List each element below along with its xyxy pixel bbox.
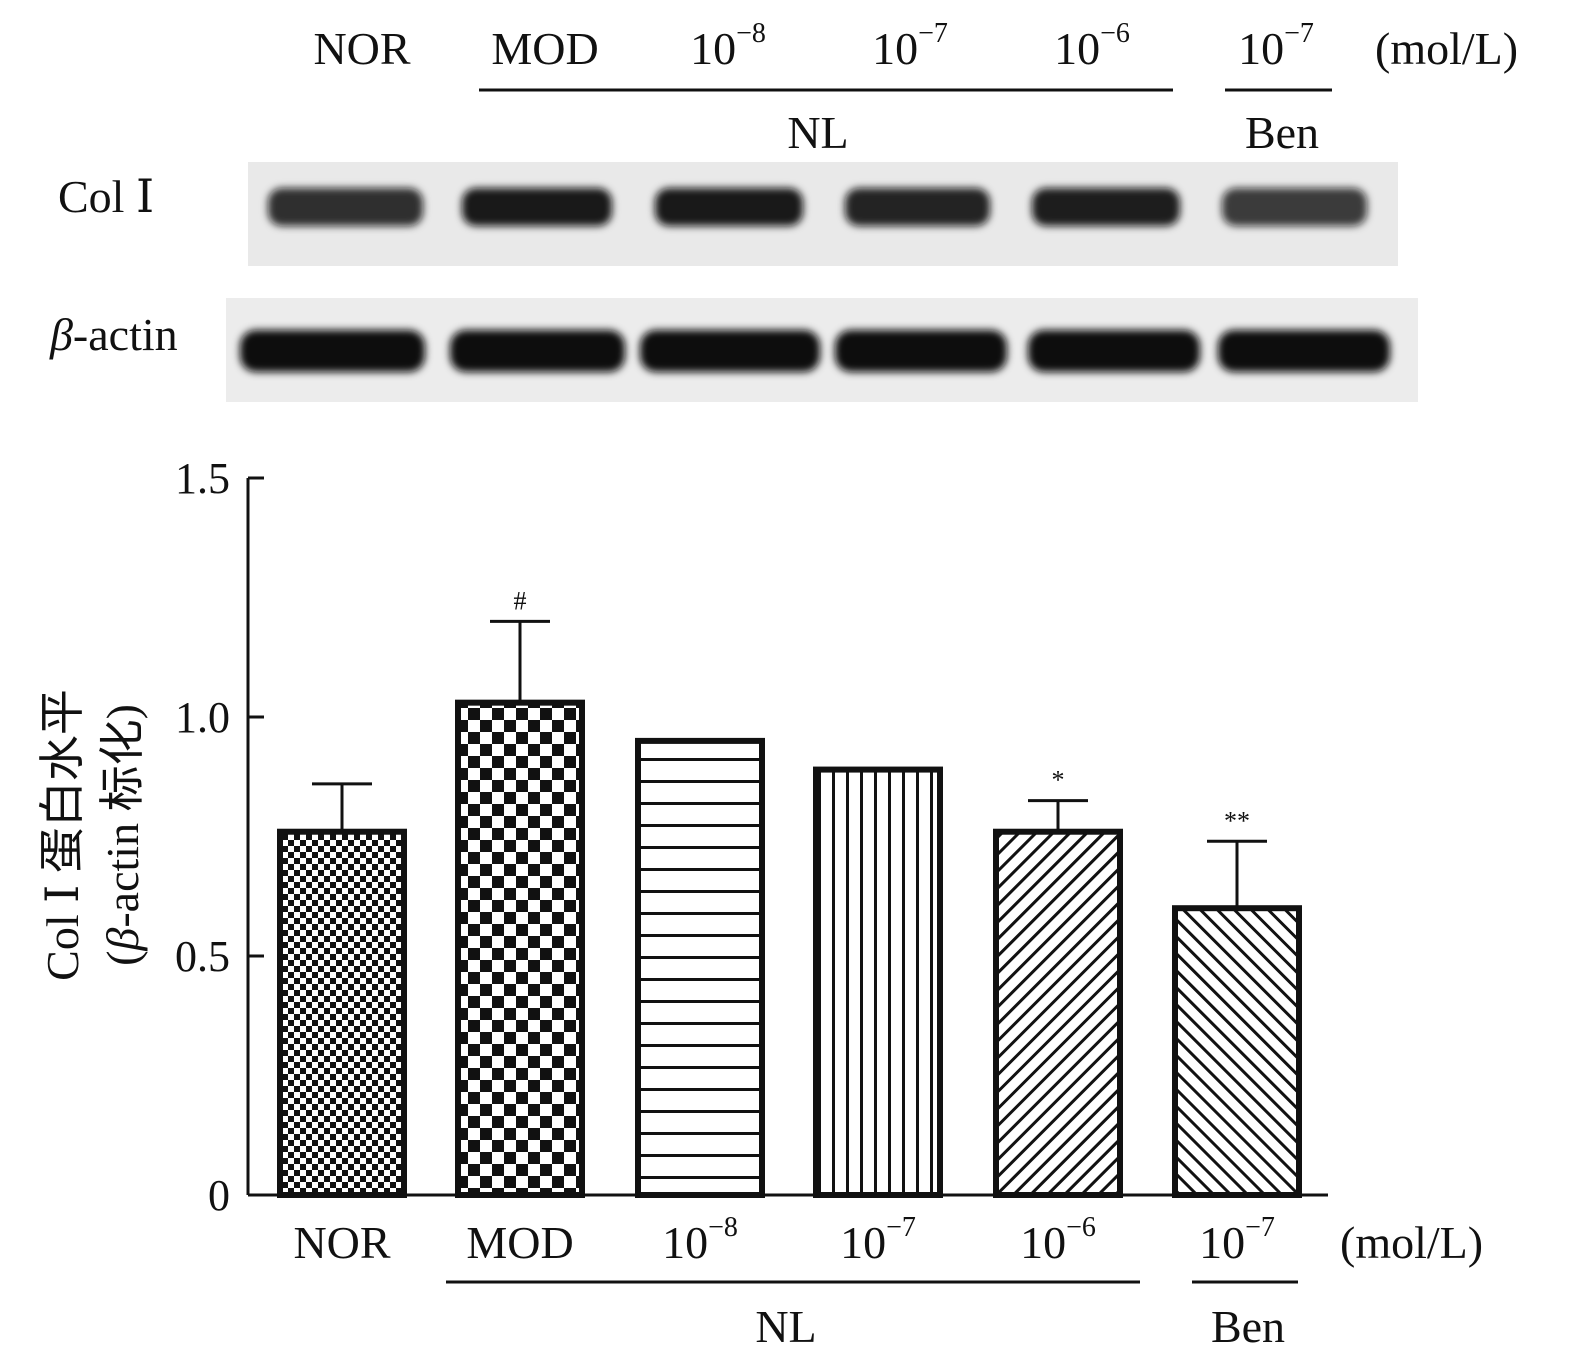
blot-band-col1 — [268, 188, 423, 226]
bar — [813, 766, 943, 1199]
bar — [1172, 905, 1302, 1198]
bar — [277, 828, 407, 1198]
x-tick-label: 10−8 — [662, 1212, 738, 1268]
blot-ben-label: Ben — [1245, 107, 1319, 158]
blot-membrane-col1 — [248, 162, 1398, 266]
y-axis-label-line1: Col Ⅰ 蛋白水平 — [37, 689, 88, 981]
bars: #*** — [277, 586, 1302, 1199]
blot-band-beta-actin — [835, 330, 1007, 372]
x-nl-label: NL — [755, 1301, 816, 1352]
blot-band-beta-actin — [240, 330, 425, 372]
x-unit-label: (mol/L) — [1340, 1217, 1483, 1268]
blot-nl-label: NL — [787, 107, 848, 158]
blot-band-beta-actin — [1028, 330, 1200, 372]
y-tick-label: 1.5 — [175, 454, 230, 503]
blot-band-col1 — [655, 188, 803, 226]
y-tick-label: 0 — [208, 1171, 230, 1220]
blot-group-label-mod: MOD — [491, 23, 598, 74]
blot-bands-col1 — [268, 188, 1367, 226]
significance-marker: * — [1052, 766, 1065, 795]
blot-band-col1 — [1222, 188, 1367, 226]
blot-band-col1 — [462, 188, 612, 226]
blot-bands-beta-actin — [240, 330, 1390, 372]
x-tick-label: 10−7 — [1199, 1212, 1275, 1268]
y-axis: 0 0.5 1.0 1.5 — [175, 454, 264, 1220]
y-axis-label-line2: (β-actin 标化) — [97, 704, 148, 966]
bar — [455, 699, 585, 1198]
blot-band-beta-actin — [450, 330, 625, 372]
blot-row-beta-actin: β-actin — [49, 298, 1418, 402]
y-tick-label: 0.5 — [175, 932, 230, 981]
blot-group-label-nl-1e-6: 10−6 — [1054, 18, 1130, 74]
significance-marker: # — [514, 586, 527, 615]
bar-chart: 00.51.01.5 #*** NOR MOD 10−8 10−7 10−6 10−7 (… — [37, 454, 1483, 1352]
blot-group-label-nl-1e-8: 10−8 — [690, 18, 766, 74]
x-tick-label: MOD — [466, 1217, 573, 1268]
blot-row-label-col1: Col Ⅰ — [58, 171, 154, 222]
blot-row-label-beta-actin: β-actin — [49, 309, 178, 360]
blot-band-beta-actin — [1218, 330, 1390, 372]
y-tick-label: 1.0 — [175, 693, 230, 742]
x-tick-label: 10−6 — [1020, 1212, 1096, 1268]
x-axis-labels: NOR MOD 10−8 10−7 10−6 10−7 — [293, 1212, 1274, 1268]
blot-band-col1 — [845, 188, 990, 226]
y-axis-label: Col Ⅰ 蛋白水平 (β-actin 标化) — [37, 689, 148, 981]
x-ben-label: Ben — [1211, 1301, 1285, 1352]
significance-marker: ** — [1224, 806, 1250, 835]
blot-group-label-nor: NOR — [313, 23, 410, 74]
blot-unit-label: (mol/L) — [1375, 23, 1518, 74]
blot-group-label-ben-1e-7: 10−7 — [1238, 18, 1314, 74]
blot-band-col1 — [1032, 188, 1180, 226]
x-tick-label: 10−7 — [840, 1212, 916, 1268]
blot-header: NOR MOD 10−8 10−7 10−6 10−7 (mol/L) NL B… — [313, 18, 1518, 158]
blot-group-label-nl-1e-7: 10−7 — [872, 18, 948, 74]
bar — [993, 828, 1123, 1198]
blot-row-col1: Col Ⅰ — [58, 162, 1398, 266]
x-tick-label: NOR — [293, 1217, 390, 1268]
bar — [635, 737, 765, 1199]
blot-band-beta-actin — [640, 330, 820, 372]
